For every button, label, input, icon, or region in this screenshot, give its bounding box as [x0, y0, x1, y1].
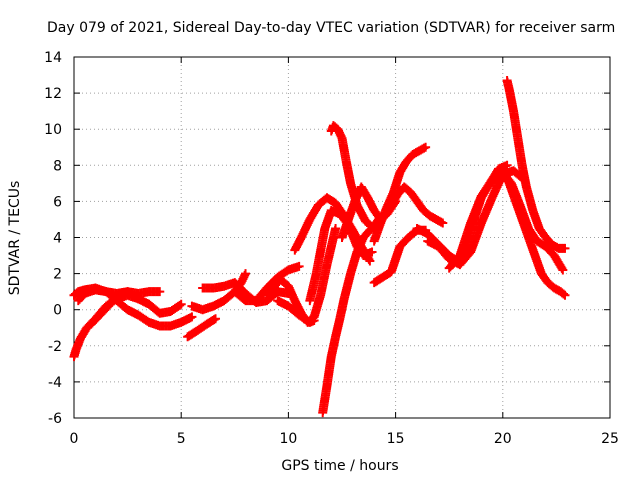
data-point	[294, 261, 304, 271]
data-point	[438, 218, 448, 228]
data-point	[421, 142, 431, 152]
x-tick-label: 0	[70, 431, 79, 447]
data-point	[367, 247, 377, 257]
x-tick-label: 5	[177, 431, 186, 447]
data-point	[502, 160, 512, 170]
y-tick-label: 12	[44, 86, 62, 102]
data-point	[211, 314, 221, 324]
y-tick-label: 8	[53, 158, 62, 174]
series-sat-q	[380, 182, 448, 228]
data-point	[187, 312, 197, 322]
data-point	[560, 290, 570, 300]
y-tick-label: 14	[44, 50, 62, 66]
x-axis-tick-labels: 0 5 10 15 20 25	[70, 431, 619, 447]
x-tick-label: 25	[601, 431, 619, 447]
y-tick-label: -2	[48, 339, 62, 355]
y-axis-label: SDTVAR / TECUs	[7, 181, 23, 296]
data-point	[241, 269, 251, 279]
data-points	[69, 75, 570, 418]
series-sat-v	[502, 75, 570, 253]
series-sat-w	[498, 164, 570, 300]
x-tick-label: 15	[387, 431, 405, 447]
chart-title: Day 079 of 2021, Sidereal Day-to-day VTE…	[47, 20, 615, 36]
y-tick-label: 4	[53, 231, 62, 247]
x-tick-label: 20	[494, 431, 512, 447]
y-tick-label: 0	[53, 303, 62, 319]
y-tick-label: -4	[48, 375, 62, 391]
data-point	[176, 299, 186, 309]
data-point	[365, 256, 375, 266]
y-tick-label: 2	[53, 267, 62, 283]
x-tick-label: 10	[279, 431, 297, 447]
series-sat-o	[337, 182, 401, 242]
x-axis-label: GPS time / hours	[281, 458, 398, 474]
series-sat-d	[86, 287, 143, 329]
data-point	[331, 223, 341, 233]
data-point	[558, 265, 568, 275]
data-point	[155, 287, 165, 297]
data-point	[309, 316, 319, 326]
data-point	[560, 243, 570, 253]
data-point	[133, 294, 143, 304]
y-axis-tick-labels: -6 -4 -2 0 2 4 6 8 10 12 14	[44, 50, 62, 427]
series-sat-e	[183, 314, 221, 342]
series-sat-j	[273, 296, 319, 327]
y-tick-label: 10	[44, 122, 62, 138]
y-tick-label: -6	[48, 411, 62, 427]
y-tick-label: 6	[53, 194, 62, 210]
